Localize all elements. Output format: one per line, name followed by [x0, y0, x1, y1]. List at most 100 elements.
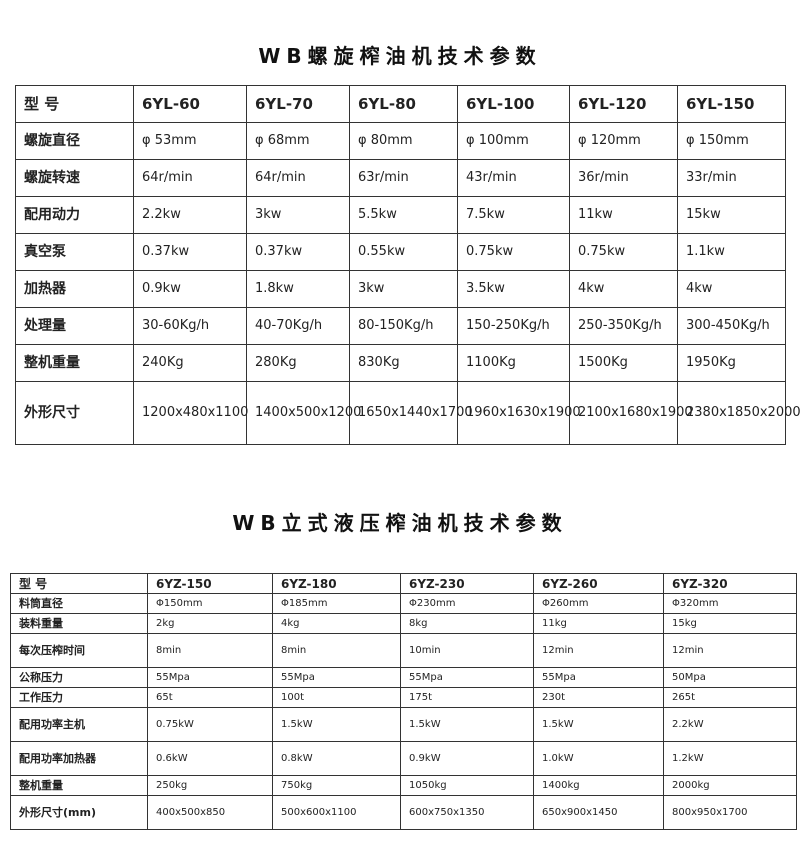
table-cell: 3.5kw: [457, 270, 570, 308]
table-cell: 55Mpa: [272, 667, 401, 688]
table-cell: 43r/min: [457, 159, 570, 197]
column-header: 6YZ-230: [400, 573, 534, 594]
column-header: 6YL-60: [133, 85, 247, 123]
table-cell: 830Kg: [349, 344, 458, 382]
table-cell: 1650x1440x1700: [349, 381, 473, 445]
column-header: 6YL-120: [569, 85, 678, 123]
table-cell: 265t: [663, 687, 797, 708]
table-cell: 12min: [663, 633, 797, 668]
table-row: 外形尺寸 1200x480x1100 1400x500x1200 1650x1440x…: [15, 381, 800, 445]
row-label: 配用功率加热器: [10, 741, 148, 776]
table-row: 装料重量 2kg 4kg 8kg 11kg 15kg: [10, 613, 797, 634]
table-cell: 1100Kg: [457, 344, 570, 382]
hydraulic-press-spec-table: 型 号 6YZ-150 6YZ-180 6YZ-230 6YZ-260 6YZ-320 料筒…: [10, 573, 797, 830]
row-label: 外形尺寸(mm): [10, 795, 148, 830]
row-label: 配用动力: [15, 196, 134, 234]
row-label: 整机重量: [10, 775, 148, 796]
table-cell: 800x950x1700: [663, 795, 797, 830]
table-cell: 15kg: [663, 613, 797, 634]
table-cell: 1.8kw: [246, 270, 350, 308]
table-cell: 8kg: [400, 613, 534, 634]
table-cell: 36r/min: [569, 159, 678, 197]
table-cell: 2kg: [147, 613, 273, 634]
table-cell: 4kw: [677, 270, 786, 308]
table-cell: 250-350Kg/h: [569, 307, 678, 345]
table-cell: 750kg: [272, 775, 401, 796]
table-cell: 1950Kg: [677, 344, 786, 382]
table-cell: 250kg: [147, 775, 273, 796]
header-row: 型 号 6YL-60 6YL-70 6YL-80 6YL-100 6YL-120 6YL-1…: [15, 85, 786, 123]
table-cell: 30-60Kg/h: [133, 307, 247, 345]
table-cell: 1.5kW: [272, 707, 401, 742]
table-row: 工作压力 65t 100t 175t 230t 265t: [10, 687, 797, 708]
table-cell: 0.55kw: [349, 233, 458, 271]
table-row: 配用动力 2.2kw 3kw 5.5kw 7.5kw 11kw 15kw: [15, 196, 786, 234]
table-row: 外形尺寸(mm) 400x500x850 500x600x1100 600x750x1…: [10, 795, 797, 830]
table-cell: 230t: [533, 687, 664, 708]
table-row: 配用功率加热器 0.6kW 0.8kW 0.9kW 1.0kW 1.2kW: [10, 741, 797, 776]
table-cell: 1050kg: [400, 775, 534, 796]
table-cell: 400x500x850: [147, 795, 273, 830]
table-cell: φ 80mm: [349, 122, 458, 160]
table-row: 配用功率主机 0.75kW 1.5kW 1.5kW 1.5kW 2.2kW: [10, 707, 797, 742]
table-row: 加热器 0.9kw 1.8kw 3kw 3.5kw 4kw 4kw: [15, 270, 786, 308]
table-cell: 2.2kW: [663, 707, 797, 742]
column-header: 6YZ-180: [272, 573, 401, 594]
table-cell: 8min: [147, 633, 273, 668]
table-cell: 100t: [272, 687, 401, 708]
table-cell: 0.9kw: [133, 270, 247, 308]
table-cell: 1.5kW: [400, 707, 534, 742]
table-cell: 7.5kw: [457, 196, 570, 234]
table-row: 整机重量 250kg 750kg 1050kg 1400kg 2000kg: [10, 775, 797, 796]
table-cell: 65t: [147, 687, 273, 708]
table-cell: 12min: [533, 633, 664, 668]
table-cell: 3kw: [246, 196, 350, 234]
row-label: 螺旋直径: [15, 122, 134, 160]
table-cell: 1200x480x1100: [133, 381, 248, 445]
table-cell: 55Mpa: [147, 667, 273, 688]
table-cell: 1400kg: [533, 775, 664, 796]
column-header: 6YL-150: [677, 85, 786, 123]
table-row: 整机重量 240Kg 280Kg 830Kg 1100Kg 1500Kg 1950Kg: [15, 344, 786, 382]
table-cell: 2380x1850x2000: [677, 381, 800, 445]
row-label: 公称压力: [10, 667, 148, 688]
table-row: 螺旋转速 64r/min 64r/min 63r/min 43r/min 36r/min 3…: [15, 159, 786, 197]
table-cell: 33r/min: [677, 159, 786, 197]
table-row: 处理量 30-60Kg/h 40-70Kg/h 80-150Kg/h 150-250Kg…: [15, 307, 786, 345]
table-row: 螺旋直径 φ 53mm φ 68mm φ 80mm φ 100mm φ 120mm φ 15…: [15, 122, 786, 160]
table-cell: Φ150mm: [147, 593, 273, 614]
row-label: 装料重量: [10, 613, 148, 634]
table-cell: φ 68mm: [246, 122, 350, 160]
row-label: 处理量: [15, 307, 134, 345]
table-cell: 150-250Kg/h: [457, 307, 570, 345]
table-cell: 500x600x1100: [272, 795, 401, 830]
table1-title: WB螺旋榨油机技术参数: [258, 44, 542, 68]
table-row: 真空泵 0.37kw 0.37kw 0.55kw 0.75kw 0.75kw 1.1kw: [15, 233, 786, 271]
table-cell: 0.9kW: [400, 741, 534, 776]
table-cell: 55Mpa: [400, 667, 534, 688]
table-cell: 1500Kg: [569, 344, 678, 382]
row-label: 螺旋转速: [15, 159, 134, 197]
table-cell: Φ320mm: [663, 593, 797, 614]
table-cell: 175t: [400, 687, 534, 708]
table2-title: WB立式液压榨油机技术参数: [232, 511, 568, 535]
table-cell: 2100x1680x1900: [569, 381, 693, 445]
row-label: 每次压榨时间: [10, 633, 148, 668]
table-row: 每次压榨时间 8min 8min 10min 12min 12min: [10, 633, 797, 668]
table-cell: 1960x1630x1900: [457, 381, 581, 445]
column-header: 6YL-70: [246, 85, 350, 123]
table-cell: 1400x500x1200: [246, 381, 361, 445]
table-cell: 1.1kw: [677, 233, 786, 271]
column-header: 6YZ-150: [147, 573, 273, 594]
table-cell: Φ230mm: [400, 593, 534, 614]
table-cell: 1.5kW: [533, 707, 664, 742]
table-cell: 11kw: [569, 196, 678, 234]
table-cell: 1.0kW: [533, 741, 664, 776]
table-cell: 4kg: [272, 613, 401, 634]
column-header: 6YL-100: [457, 85, 570, 123]
row-label: 型 号: [10, 573, 148, 594]
table-cell: 650x900x1450: [533, 795, 664, 830]
row-label: 整机重量: [15, 344, 134, 382]
table-cell: 1.2kW: [663, 741, 797, 776]
row-label: 真空泵: [15, 233, 134, 271]
